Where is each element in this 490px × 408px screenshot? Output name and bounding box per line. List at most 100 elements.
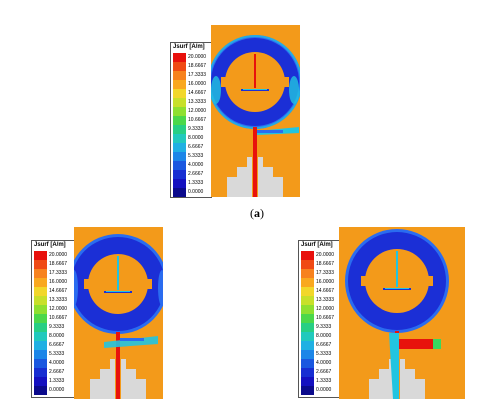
legend-swatch: [34, 287, 47, 296]
legend-row: 14.6667: [301, 287, 334, 296]
legend-row: 18.6667: [301, 260, 334, 269]
legend-swatch: [173, 53, 186, 62]
legend-value: 5.3333: [316, 351, 332, 357]
legend-title: Jsurf [A/m]: [301, 242, 333, 248]
legend-value: 12.0000: [316, 306, 335, 312]
legend-row: 8.0000: [173, 134, 206, 143]
legend-swatch: [301, 305, 314, 314]
vertical-stub: [254, 54, 256, 88]
legend-swatch: [34, 368, 47, 377]
ground-left: [90, 359, 115, 399]
legend-value: 0.0000: [316, 387, 332, 393]
legend-value: 14.6667: [188, 90, 207, 96]
legend-swatch: [34, 251, 47, 260]
legend-value: 6.6667: [49, 342, 65, 348]
legend-value: 1.3333: [49, 378, 65, 384]
legend-row: 6.6667: [301, 341, 334, 350]
legend-value: 13.3333: [316, 297, 335, 303]
legend-value: 18.6667: [188, 63, 207, 69]
ground-left: [227, 157, 252, 197]
legend-swatch: [301, 386, 314, 395]
legend-row: 17.3333: [34, 269, 67, 278]
legend-swatch: [173, 89, 186, 98]
legend-row: 9.3333: [34, 323, 67, 332]
legend-row: 9.3333: [301, 323, 334, 332]
legend-row: 14.6667: [34, 287, 67, 296]
legend-value: 1.3333: [188, 180, 204, 186]
tab-left: [361, 276, 373, 286]
legend-value: 20.0000: [316, 252, 335, 258]
legend-rows: 20.0000 18.6667 17.3333 16.0000 14.6667 13.33…: [173, 53, 206, 197]
legend-swatch: [34, 323, 47, 332]
legend-row: 18.6667: [173, 62, 206, 71]
legend-value: 4.0000: [316, 360, 332, 366]
legend-value: 8.0000: [49, 333, 65, 339]
legend-value: 16.0000: [188, 81, 207, 87]
legend-row: 0.0000: [173, 188, 206, 197]
legend-row: 12.0000: [173, 107, 206, 116]
legend-row: 12.0000: [301, 305, 334, 314]
legend-swatch: [34, 386, 47, 395]
legend-swatch: [34, 350, 47, 359]
legend-swatch: [173, 62, 186, 71]
legend-row: 16.0000: [301, 278, 334, 287]
legend-rows: 20.0000 18.6667 17.3333 16.0000 14.6667 13.33…: [34, 251, 67, 395]
legend-swatch: [301, 350, 314, 359]
legend-row: 4.0000: [301, 359, 334, 368]
legend-b: Jsurf [A/m] 20.0000 18.6667 17.3333 16.0000…: [31, 240, 75, 398]
legend-swatch: [34, 260, 47, 269]
legend-row: 16.0000: [34, 278, 67, 287]
legend-row: 2.6667: [173, 170, 206, 179]
legend-value: 0.0000: [188, 189, 204, 195]
legend-row: 17.3333: [301, 269, 334, 278]
legend-row: 18.6667: [34, 260, 67, 269]
legend-value: 13.3333: [49, 297, 68, 303]
legend-value: 16.0000: [316, 279, 335, 285]
horizontal-bar-field: [106, 291, 130, 292]
legend-a: Jsurf [A/m] 20.0000 18.6667 17.3333 16.0000…: [170, 42, 212, 198]
legend-swatch: [301, 323, 314, 332]
legend-swatch: [301, 260, 314, 269]
legend-value: 5.3333: [49, 351, 65, 357]
legend-swatch: [173, 125, 186, 134]
legend-swatch: [173, 71, 186, 80]
legend-row: 10.6667: [34, 314, 67, 323]
ground-left: [369, 359, 394, 399]
legend-row: 10.6667: [173, 116, 206, 125]
legend-row: 8.0000: [301, 332, 334, 341]
legend-value: 14.6667: [316, 288, 335, 294]
legend-swatch: [301, 368, 314, 377]
legend-value: 1.3333: [316, 378, 332, 384]
legend-swatch: [301, 251, 314, 260]
legend-value: 17.3333: [188, 72, 207, 78]
legend-row: 20.0000: [301, 251, 334, 260]
legend-value: 17.3333: [316, 270, 335, 276]
legend-swatch: [301, 332, 314, 341]
legend-swatch: [34, 269, 47, 278]
legend-value: 2.6667: [188, 171, 204, 177]
legend-row: 8.0000: [34, 332, 67, 341]
legend-swatch: [34, 377, 47, 386]
legend-value: 16.0000: [49, 279, 68, 285]
legend-value: 8.0000: [316, 333, 332, 339]
legend-value: 6.6667: [316, 342, 332, 348]
feed-stub-field: [104, 336, 158, 348]
legend-value: 2.6667: [316, 369, 332, 375]
legend-row: 20.0000: [173, 53, 206, 62]
legend-c: Jsurf [A/m] 20.0000 18.6667 17.3333 16.0000…: [298, 240, 340, 398]
legend-row: 14.6667: [173, 89, 206, 98]
feed-side-field: [389, 333, 399, 399]
ring-field-left: [74, 270, 78, 306]
legend-row: 13.3333: [301, 296, 334, 305]
legend-value: 2.6667: [49, 369, 65, 375]
legend-value: 13.3333: [188, 99, 207, 105]
legend-swatch: [34, 341, 47, 350]
horizontal-bar-field: [385, 288, 409, 289]
legend-row: 13.3333: [173, 98, 206, 107]
legend-row: 12.0000: [34, 305, 67, 314]
legend-swatch: [173, 98, 186, 107]
legend-value: 20.0000: [49, 252, 68, 258]
legend-row: 5.3333: [34, 350, 67, 359]
legend-swatch: [173, 188, 186, 197]
tab-right: [140, 279, 152, 289]
